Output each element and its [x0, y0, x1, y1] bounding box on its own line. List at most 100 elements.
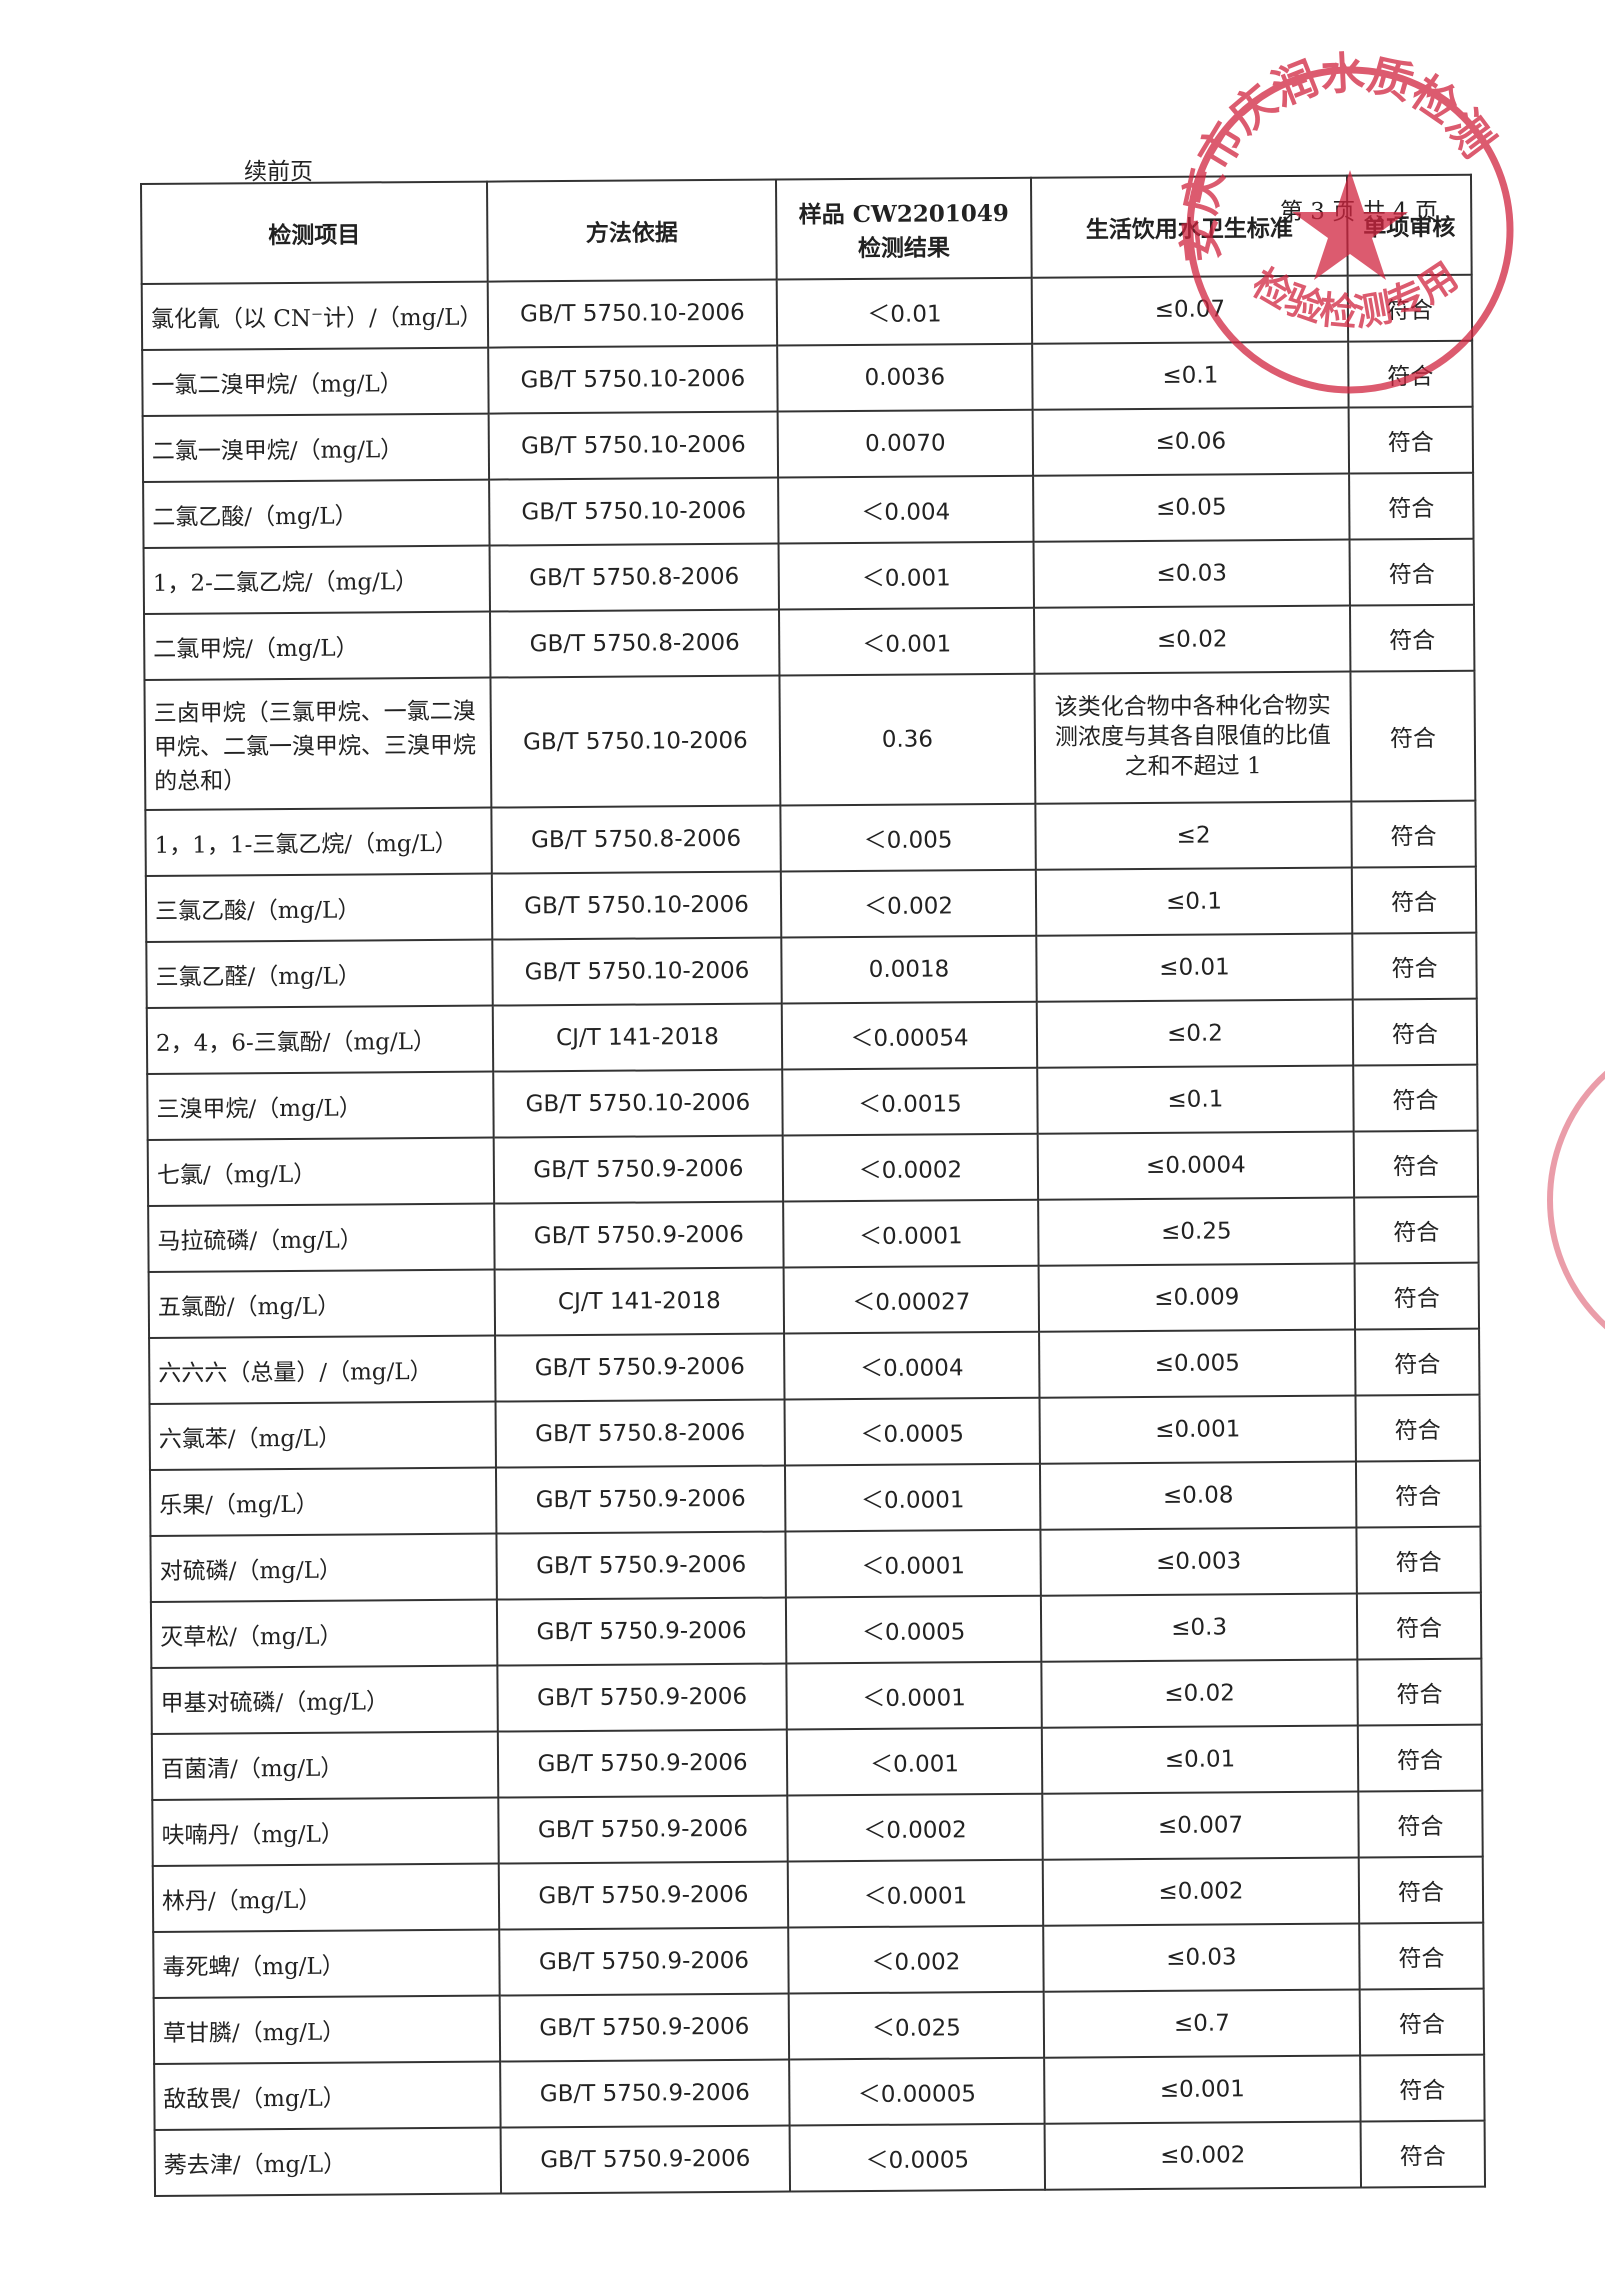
verdict-cell: 符合: [1358, 1790, 1483, 1858]
result-cell: 0.0070: [777, 409, 1034, 478]
method-cell: CJ/T 141-2018: [494, 1267, 785, 1336]
standard-cell: ≤0.3: [1040, 1593, 1358, 1662]
method-cell: GB/T 5750.9-2006: [500, 2059, 790, 2128]
item-cell: 乐果/（mg/L）: [149, 1467, 497, 1536]
standard-cell: ≤0.0004: [1037, 1131, 1355, 1200]
table-row: 甲基对硫磷/（mg/L） GB/T 5750.9-2006 ＜0.0001 ≤0.02…: [151, 1658, 1482, 1734]
item-cell: 三氯乙醛/（mg/L）: [146, 939, 493, 1008]
standard-cell: ≤0.005: [1039, 1329, 1356, 1398]
result-cell: ＜0.025: [788, 1991, 1045, 2060]
table-row: 马拉硫磷/（mg/L） GB/T 5750.9-2006 ＜0.0001 ≤0.25 符…: [148, 1196, 1479, 1272]
verdict-cell: 符合: [1348, 406, 1474, 474]
method-cell: GB/T 5750.10-2006: [488, 345, 778, 414]
item-cell: 草甘膦/（mg/L）: [153, 1995, 501, 2064]
standard-cell: ≤0.003: [1040, 1527, 1357, 1596]
verdict-cell: 符合: [1350, 670, 1476, 802]
item-cell: 敌敌畏/（mg/L）: [154, 2061, 501, 2130]
verdict-cell: 符合: [1360, 2120, 1486, 2188]
table-row: 林丹/（mg/L） GB/T 5750.9-2006 ＜0.0001 ≤0.002 符合: [152, 1856, 1484, 1932]
item-cell: 林丹/（mg/L）: [152, 1863, 500, 1932]
method-cell: GB/T 5750.9-2006: [497, 1663, 787, 1732]
table-row: 二氯甲烷/（mg/L） GB/T 5750.8-2006 ＜0.001 ≤0.02 符合: [144, 604, 1475, 680]
result-cell: ＜0.002: [788, 1925, 1044, 1994]
standard-cell: ≤0.001: [1039, 1395, 1356, 1464]
item-cell: 马拉硫磷/（mg/L）: [148, 1203, 495, 1272]
method-cell: GB/T 5750.9-2006: [498, 1795, 788, 1864]
table-row: 呋喃丹/（mg/L） GB/T 5750.9-2006 ＜0.0002 ≤0.007 符…: [152, 1790, 1483, 1866]
verdict-cell: 符合: [1357, 1658, 1482, 1726]
verdict-cell: 符合: [1352, 932, 1477, 1000]
table-row: 六氯苯/（mg/L） GB/T 5750.8-2006 ＜0.0005 ≤0.001 符…: [149, 1394, 1480, 1470]
method-cell: GB/T 5750.9-2006: [497, 1729, 788, 1798]
verdict-cell: 符合: [1354, 1196, 1479, 1264]
table-row: 二氯一溴甲烷/（mg/L） GB/T 5750.10-2006 0.0070 ≤0.0…: [142, 406, 1474, 482]
verdict-cell: 符合: [1349, 604, 1475, 672]
item-cell: 莠去津/（mg/L）: [154, 2127, 502, 2196]
result-cell: ＜0.0001: [783, 1199, 1039, 1268]
item-cell: 六六六（总量）/（mg/L）: [149, 1335, 496, 1404]
table-row: 三氯乙酸/（mg/L） GB/T 5750.10-2006 ＜0.002 ≤0.1 符合: [145, 866, 1477, 942]
table-row: 三卤甲烷（三氯甲烷、一氯二溴甲烷、二氯一溴甲烷、三溴甲烷的总和） GB/T 575…: [144, 670, 1476, 810]
result-cell: 0.0036: [777, 343, 1033, 412]
verdict-cell: 符合: [1359, 1988, 1485, 2056]
item-cell: 六氯苯/（mg/L）: [149, 1401, 496, 1470]
standard-cell: ≤0.1: [1032, 341, 1349, 410]
result-cell: ＜0.005: [780, 803, 1036, 872]
verdict-cell: 符合: [1348, 340, 1473, 408]
table-row: 二氯乙酸/（mg/L） GB/T 5750.10-2006 ＜0.004 ≤0.05 符…: [143, 472, 1474, 548]
method-cell: GB/T 5750.8-2006: [491, 805, 781, 874]
verdict-cell: 符合: [1354, 1262, 1480, 1330]
verdict-cell: 符合: [1357, 1724, 1483, 1792]
standard-cell: ≤0.02: [1041, 1659, 1358, 1728]
table-row: 毒死蜱/（mg/L） GB/T 5750.9-2006 ＜0.002 ≤0.03 符合: [153, 1922, 1484, 1998]
method-cell: GB/T 5750.9-2006: [498, 1861, 789, 1930]
standard-cell: ≤0.25: [1038, 1197, 1355, 1266]
table-row: 灭草松/（mg/L） GB/T 5750.9-2006 ＜0.0005 ≤0.3 符合: [150, 1592, 1482, 1668]
result-cell: ＜0.0005: [789, 2123, 1046, 2192]
standard-cell: ≤0.03: [1043, 1923, 1360, 1992]
item-cell: 三卤甲烷（三氯甲烷、一氯二溴甲烷、二氯一溴甲烷、三溴甲烷的总和）: [144, 677, 492, 810]
method-cell: GB/T 5750.9-2006: [499, 1927, 789, 1996]
result-cell: ＜0.0005: [784, 1397, 1040, 1466]
result-cell: ＜0.0015: [782, 1067, 1038, 1136]
item-cell: 甲基对硫磷/（mg/L）: [151, 1665, 498, 1734]
table-row: 敌敌畏/（mg/L） GB/T 5750.9-2006 ＜0.00005 ≤0.001…: [154, 2054, 1485, 2130]
result-cell: ＜0.0002: [782, 1133, 1039, 1202]
result-cell: ＜0.01: [776, 277, 1033, 346]
standard-cell: ≤0.02: [1033, 605, 1351, 674]
item-cell: 二氯甲烷/（mg/L）: [144, 611, 491, 680]
standard-cell: 该类化合物中各种化合物实测浓度与其各自限值的比值之和不超过 1: [1034, 671, 1352, 804]
column-header: 方法依据: [486, 179, 777, 282]
method-cell: GB/T 5750.10-2006: [493, 1069, 783, 1138]
standard-cell: ≤0.1: [1035, 867, 1353, 936]
method-cell: GB/T 5750.9-2006: [496, 1531, 786, 1600]
method-cell: GB/T 5750.9-2006: [494, 1201, 784, 1270]
verdict-cell: 符合: [1356, 1526, 1481, 1594]
table-row: 一氯二溴甲烷/（mg/L） GB/T 5750.10-2006 0.0036 ≤0.1…: [142, 340, 1473, 416]
result-cell: ＜0.0001: [784, 1463, 1041, 1532]
verdict-cell: 符合: [1349, 472, 1474, 540]
table-row: 草甘膦/（mg/L） GB/T 5750.9-2006 ＜0.025 ≤0.7 符合: [153, 1988, 1485, 2064]
standard-cell: ≤0.7: [1043, 1989, 1361, 2058]
result-cell: ＜0.00005: [789, 2057, 1045, 2126]
result-table: 检测项目 方法依据 样品 CW2201049 检测结果 生活饮用水卫生标准 单项审核 氯…: [140, 174, 1486, 2197]
method-cell: GB/T 5750.9-2006: [495, 1465, 786, 1534]
result-cell: 0.0018: [781, 935, 1037, 1004]
table-row: 对硫磷/（mg/L） GB/T 5750.9-2006 ＜0.0001 ≤0.003 符…: [150, 1526, 1481, 1602]
table-row: 2，4，6-三氯酚/（mg/L） CJ/T 141-2018 ＜0.00054 ≤0.…: [146, 998, 1478, 1074]
item-cell: 三溴甲烷/（mg/L）: [147, 1071, 494, 1140]
table-row: 三溴甲烷/（mg/L） GB/T 5750.10-2006 ＜0.0015 ≤0.1 符…: [147, 1064, 1478, 1140]
result-cell: ＜0.00054: [781, 1001, 1038, 1070]
verdict-cell: 符合: [1353, 1130, 1479, 1198]
standard-cell: ≤0.05: [1033, 473, 1350, 542]
table-row: 五氯酚/（mg/L） CJ/T 141-2018 ＜0.00027 ≤0.009 符合: [148, 1262, 1480, 1338]
result-cell: ＜0.0001: [786, 1661, 1042, 1730]
table-row: 六六六（总量）/（mg/L） GB/T 5750.9-2006 ＜0.0004 ≤0.…: [149, 1328, 1480, 1404]
method-cell: GB/T 5750.9-2006: [496, 1597, 787, 1666]
verdict-cell: 符合: [1356, 1592, 1482, 1660]
verdict-cell: 符合: [1355, 1394, 1480, 1462]
column-header: 生活饮用水卫生标准: [1030, 175, 1348, 278]
standard-cell: ≤0.07: [1031, 275, 1349, 344]
table-row: 三氯乙醛/（mg/L） GB/T 5750.10-2006 0.0018 ≤0.01 符…: [146, 932, 1477, 1008]
item-cell: 百菌清/（mg/L）: [151, 1731, 499, 1800]
